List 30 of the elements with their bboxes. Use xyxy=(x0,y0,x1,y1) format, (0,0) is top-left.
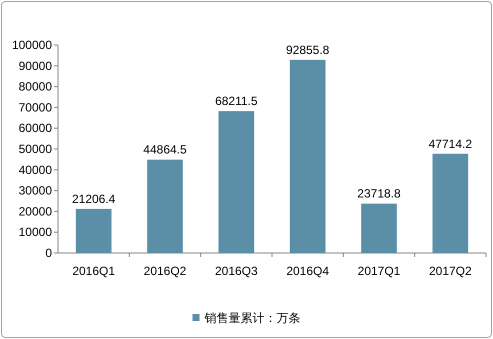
bar xyxy=(432,154,468,253)
legend-label: 销售量累计：万条 xyxy=(204,311,300,325)
y-tick-label: 30000 xyxy=(18,184,52,198)
x-tick-label: 2016Q1 xyxy=(72,264,116,278)
y-tick-label: 10000 xyxy=(18,225,52,240)
y-tick-label: 80000 xyxy=(18,80,52,94)
y-tick-label: 40000 xyxy=(18,162,52,177)
data-label: 47714.2 xyxy=(428,136,472,151)
y-tick-label: 100000 xyxy=(12,38,52,52)
y-tick-label: 50000 xyxy=(18,142,52,156)
y-tick-label: 20000 xyxy=(18,204,52,218)
bar xyxy=(147,160,183,253)
y-tick-label: 0 xyxy=(45,246,52,260)
data-label: 21206.4 xyxy=(72,192,116,206)
bar xyxy=(361,204,397,253)
data-label: 44864.5 xyxy=(143,142,188,157)
y-tick-label: 60000 xyxy=(18,121,52,136)
bar xyxy=(290,60,326,253)
x-tick-label: 2017Q2 xyxy=(428,264,472,278)
bar xyxy=(76,208,112,253)
data-label: 68211.5 xyxy=(215,94,258,108)
x-tick-label: 2016Q4 xyxy=(286,264,330,278)
y-tick-label: 70000 xyxy=(18,100,52,114)
x-tick-label: 2017Q1 xyxy=(358,264,401,278)
data-label: 92855.8 xyxy=(286,42,330,57)
bar xyxy=(218,111,254,253)
x-tick-label: 2016Q2 xyxy=(144,264,187,278)
x-tick-label: 2016Q3 xyxy=(214,264,258,278)
y-tick-label: 90000 xyxy=(18,58,52,73)
data-label: 23718.8 xyxy=(357,186,402,201)
